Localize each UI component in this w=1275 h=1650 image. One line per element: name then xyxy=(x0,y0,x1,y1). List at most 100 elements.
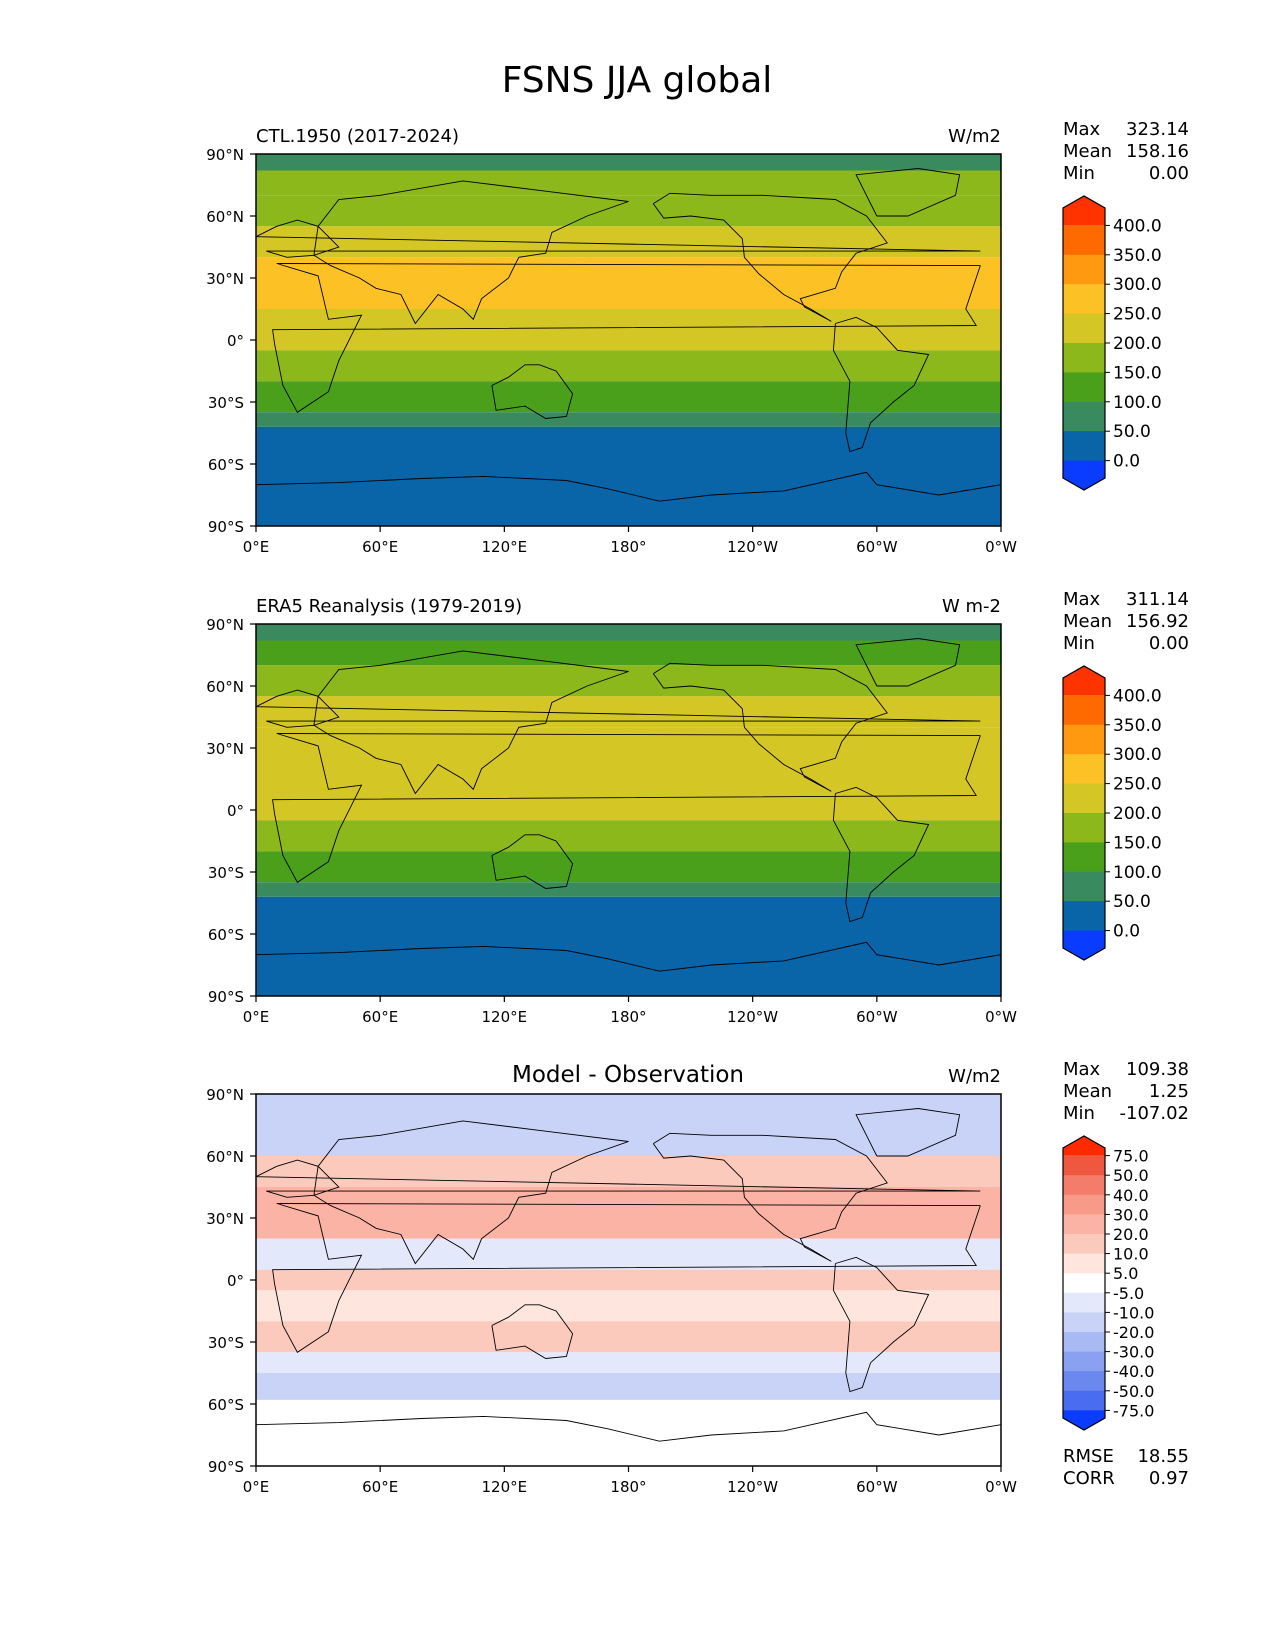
lon-tick-label: 0°E xyxy=(243,1008,270,1026)
lon-tick-label: 60°E xyxy=(362,1008,398,1026)
lat-tick-label: 90°S xyxy=(208,988,244,1006)
colorbar-label: 40.0 xyxy=(1113,1186,1149,1205)
lon-tick-label: 0°W xyxy=(985,1008,1017,1026)
band-10 xyxy=(256,979,1001,996)
band-4 xyxy=(256,727,1001,779)
stat-corr-label: CORR xyxy=(1063,1468,1115,1489)
colorbar-label: 50.0 xyxy=(1113,422,1151,442)
colorbar-label: 200.0 xyxy=(1113,334,1162,354)
stat-rmse-label: RMSE xyxy=(1063,1446,1114,1467)
coastline-2 xyxy=(313,180,629,325)
lat-tick-label: 60°S xyxy=(208,1396,244,1414)
stat-max-label: Max xyxy=(1063,589,1101,610)
lat-tick-label: 90°N xyxy=(206,146,244,164)
panel-3-bands xyxy=(256,1094,1001,1466)
stat-max-value: 311.14 xyxy=(1126,589,1189,610)
lat-tick-label: 90°S xyxy=(208,1458,244,1476)
stat-max-label: Max xyxy=(1063,119,1101,140)
colorbar-segment xyxy=(1063,431,1105,462)
band-9 xyxy=(256,1373,1001,1400)
coastline-0 xyxy=(272,1203,981,1353)
coastline-3 xyxy=(491,1304,574,1359)
stat-min-label: Min xyxy=(1063,633,1095,654)
stat-min-value: 0.00 xyxy=(1149,633,1189,654)
colorbar-segment xyxy=(1063,372,1105,403)
lon-tick-label: 60°E xyxy=(362,538,398,556)
coastline-1 xyxy=(255,689,981,728)
panel-3-extra-stats: RMSE 18.55 CORR 0.97 xyxy=(1063,1446,1189,1489)
coastline-4 xyxy=(652,1132,888,1262)
stat-min-value: -107.02 xyxy=(1120,1103,1189,1124)
panel-1-units: W/m2 xyxy=(948,126,1001,147)
colorbar-label: 350.0 xyxy=(1113,716,1162,736)
colorbar-label: 50.0 xyxy=(1113,1166,1149,1185)
band-8 xyxy=(256,412,1001,427)
panel-1-stats: Max 323.14 Mean 158.16 Min 0.00 xyxy=(1063,119,1189,184)
lon-tick-label: 120°W xyxy=(727,538,778,556)
colorbar-segment xyxy=(1063,401,1105,432)
colorbar-segment xyxy=(1063,901,1105,932)
coastline-4 xyxy=(652,192,888,322)
colorbar-extend-bottom xyxy=(1063,460,1105,490)
colorbar-segment xyxy=(1063,1390,1105,1411)
panel-2-colorbar: 400.0 350.0 300.0 250.0 200.0 150.0 100.0 50.0 0… xyxy=(1062,665,1162,961)
band-6 xyxy=(256,820,1001,852)
colorbar-segment xyxy=(1063,1253,1105,1274)
coastline-5 xyxy=(832,786,930,923)
stat-min-value: 0.00 xyxy=(1149,163,1189,184)
colorbar-segment xyxy=(1063,695,1105,726)
stat-mean-value: 156.92 xyxy=(1126,611,1189,632)
colorbar-label: 400.0 xyxy=(1113,686,1162,706)
lat-tick-label: 0° xyxy=(227,332,244,350)
stat-corr-value: 0.97 xyxy=(1149,1468,1189,1489)
coastline-0 xyxy=(272,263,981,413)
colorbar-segment xyxy=(1063,871,1105,902)
lon-tick-label: 120°E xyxy=(482,1008,528,1026)
band-2 xyxy=(256,1156,1001,1187)
colorbar-segment xyxy=(1063,225,1105,256)
band-7 xyxy=(256,381,1001,413)
colorbar-label: 150.0 xyxy=(1113,363,1162,383)
colorbar-segment xyxy=(1063,343,1105,373)
coastline-6 xyxy=(855,638,961,687)
panel-2-stats: Max 311.14 Mean 156.92 Min 0.00 xyxy=(1063,589,1189,654)
colorbar-segment xyxy=(1063,724,1105,755)
stat-mean-value: 158.16 xyxy=(1126,141,1189,162)
colorbar-label: 75.0 xyxy=(1113,1147,1149,1166)
lon-tick-label: 0°W xyxy=(985,1478,1017,1496)
lat-tick-label: 60°N xyxy=(206,1148,244,1166)
panel-1-left-title: CTL.1950 (2017-2024) xyxy=(256,126,459,147)
colorbar-label: 300.0 xyxy=(1113,275,1162,295)
lon-tick-label: 180° xyxy=(610,1008,646,1026)
colorbar-segment xyxy=(1063,1351,1105,1372)
colorbar-label: 0.0 xyxy=(1113,452,1140,472)
colorbar-label: 400.0 xyxy=(1113,216,1162,236)
panel-3: Model - Observation W/m2 90°N 60°N 30°N 0° 3… xyxy=(206,1059,1189,1496)
colorbar-label: 250.0 xyxy=(1113,775,1162,795)
band-10 xyxy=(256,1399,1001,1466)
colorbar-label: 5.0 xyxy=(1113,1264,1138,1283)
lat-tick-label: 30°S xyxy=(208,1334,244,1352)
coastline-5 xyxy=(832,1256,930,1393)
lat-tick-label: 0° xyxy=(227,802,244,820)
band-5 xyxy=(256,779,1001,821)
colorbar-segment xyxy=(1063,1292,1105,1313)
colorbar-extend-top xyxy=(1063,196,1105,226)
coastline-7 xyxy=(255,1411,1002,1442)
panel-1-bands xyxy=(256,154,1001,526)
lat-tick-label: 30°S xyxy=(208,864,244,882)
lon-tick-label: 180° xyxy=(610,538,646,556)
panel-1-colorbar: 400.0 350.0 300.0 250.0 200.0 150.0 100.0 50.0 0… xyxy=(1062,195,1162,491)
band-0 xyxy=(256,154,1001,171)
lon-tick-label: 120°W xyxy=(727,1478,778,1496)
panel-1: CTL.1950 (2017-2024) W/m2 90°N 60°N 30°N 0°… xyxy=(206,119,1189,556)
panel-2-lon-ticks: 0°E 60°E 120°E 180° 120°W 60°W 0°W xyxy=(243,996,1017,1026)
colorbar-segment xyxy=(1063,783,1105,814)
band-2 xyxy=(256,665,1001,697)
stat-min-label: Min xyxy=(1063,1103,1095,1124)
colorbar-label: 350.0 xyxy=(1113,246,1162,266)
colorbar-label: 30.0 xyxy=(1113,1205,1149,1224)
band-8 xyxy=(256,1352,1001,1373)
colorbar-label: 100.0 xyxy=(1113,863,1162,883)
